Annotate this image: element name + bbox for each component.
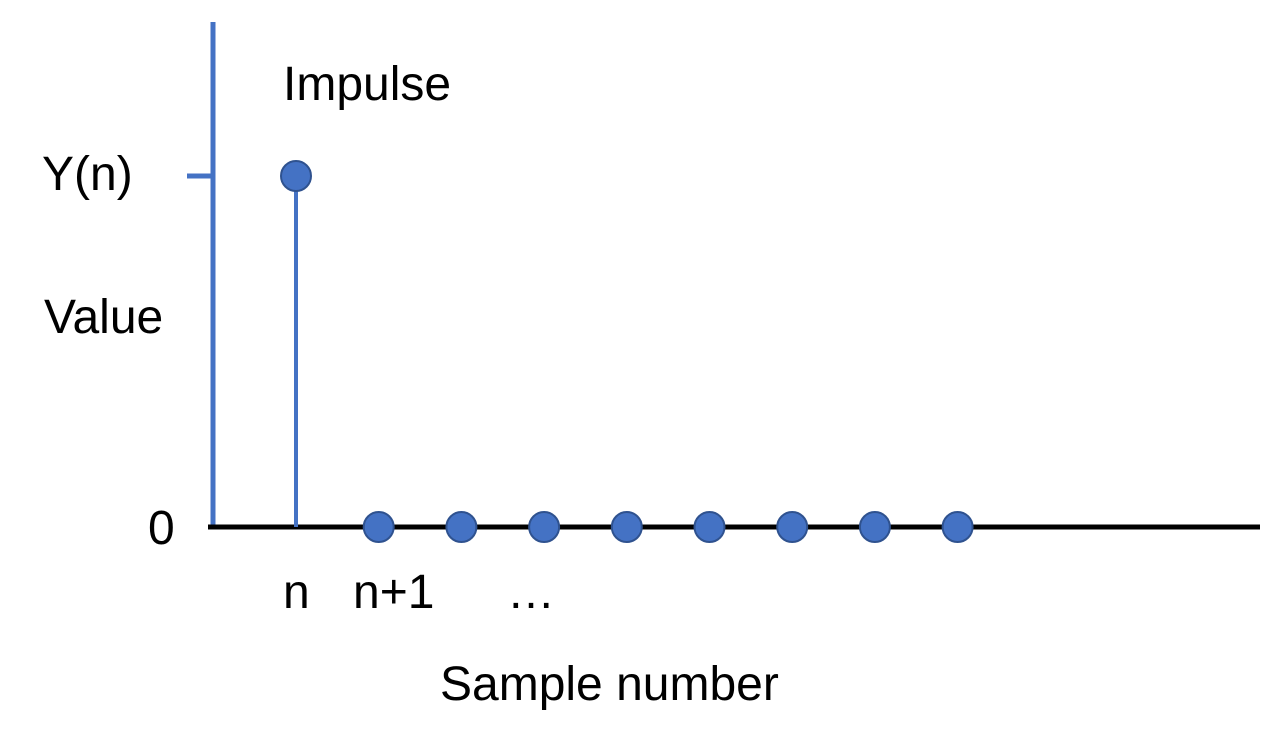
sample-point-3: [528, 511, 561, 543]
sample-point-6: [776, 511, 809, 543]
y-tick-label: Y(n): [42, 148, 133, 201]
sample-point-8: [941, 511, 974, 543]
x-label-ellipsis: …: [507, 566, 555, 619]
sample-point-2: [445, 511, 478, 543]
x-label-n-plus-1: n+1: [353, 566, 434, 619]
zero-label: 0: [148, 502, 175, 555]
sample-point-4: [610, 511, 643, 543]
sample-markers: [280, 160, 974, 543]
sample-point-5: [693, 511, 726, 543]
title: Impulse: [283, 58, 451, 111]
x-axis-label: Sample number: [440, 658, 779, 711]
y-axis-label: Value: [44, 291, 163, 344]
sample-point-1: [362, 511, 395, 543]
sample-point-0: [280, 160, 312, 192]
x-label-n: n: [283, 566, 310, 619]
sample-point-7: [858, 511, 891, 543]
